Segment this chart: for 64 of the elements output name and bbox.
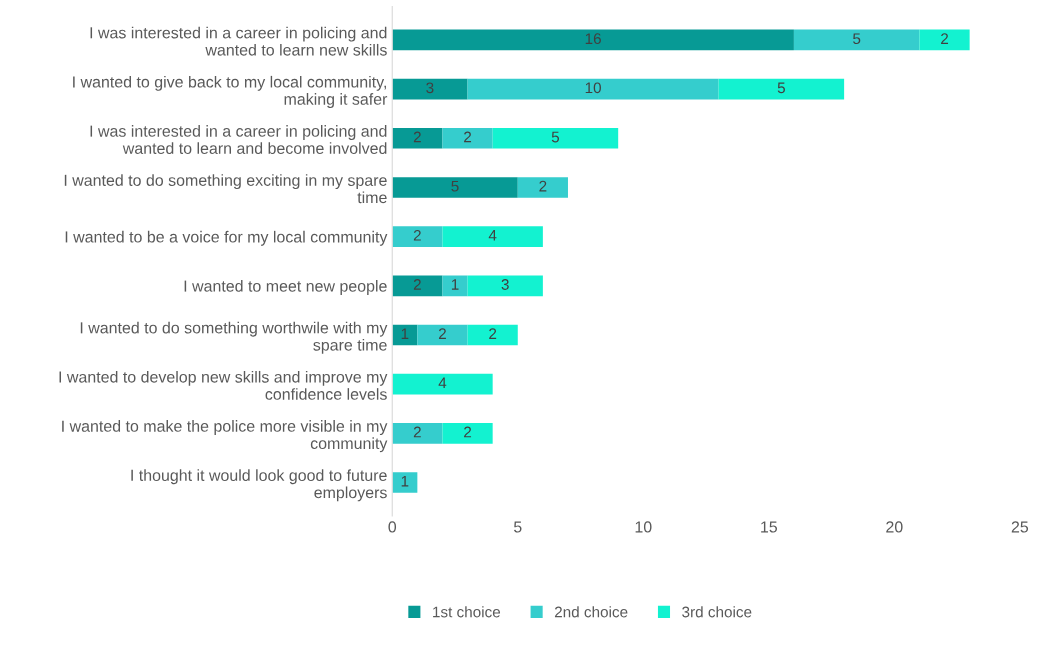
bar xyxy=(392,177,518,198)
bar xyxy=(442,127,493,149)
bar xyxy=(467,275,543,297)
data-label: 2 xyxy=(413,131,421,143)
data-label: 2 xyxy=(438,328,446,339)
bar xyxy=(793,29,920,51)
data-label: 2 xyxy=(413,279,421,290)
data-label: 10 xyxy=(585,82,601,94)
data-label: 4 xyxy=(438,377,447,389)
data-label: 2 xyxy=(464,426,472,438)
y-tick-label: I wanted to do something exciting in my spare time xyxy=(64,174,387,204)
y-tick-label: I wanted to do something worthwile with my spare time xyxy=(80,321,388,354)
y-tick-label: I wanted to meet new people xyxy=(184,280,387,295)
bar xyxy=(919,29,970,51)
data-label: 2 xyxy=(941,33,949,44)
legend-label: 2nd choice xyxy=(554,606,628,618)
bar xyxy=(467,78,719,100)
data-label: 2 xyxy=(413,229,421,241)
data-label: 1 xyxy=(401,328,409,339)
y-tick-label: I wanted to develop new skills and improve my confidence levels xyxy=(59,370,388,400)
data-label: 4 xyxy=(488,230,497,241)
y-tick-label: I wanted to make the police more visible in my community xyxy=(62,420,388,453)
x-tick-label: 25 xyxy=(1011,521,1029,533)
data-label: 5 xyxy=(853,33,861,45)
bar xyxy=(417,324,468,346)
bar xyxy=(467,324,518,346)
data-label: 16 xyxy=(585,33,601,45)
y-tick-label: I thought it would look good to future employers xyxy=(131,469,387,502)
bar xyxy=(718,78,845,100)
bar xyxy=(492,127,619,149)
data-label: 2 xyxy=(539,180,547,192)
legend-label: 1st choice xyxy=(433,606,501,618)
data-label: 2 xyxy=(413,426,421,438)
data-label: 2 xyxy=(489,328,497,339)
bar xyxy=(442,226,543,247)
bar xyxy=(392,275,443,297)
x-tick-label: 20 xyxy=(886,521,903,533)
data-label: 3 xyxy=(426,82,434,94)
bar xyxy=(442,275,468,297)
data-label: 1 xyxy=(401,475,409,487)
bar xyxy=(392,78,468,100)
bar xyxy=(517,177,568,198)
bar xyxy=(392,472,418,493)
bar xyxy=(442,423,493,444)
data-label: 1 xyxy=(451,279,459,290)
x-tick-label: 15 xyxy=(761,521,778,533)
data-label: 5 xyxy=(777,82,785,94)
y-tick-label: I wanted to be a voice for my local community xyxy=(65,230,388,246)
data-label: 2 xyxy=(464,131,472,143)
y-tick-label: I was interested in a career in policing and wanted to learn new skills xyxy=(90,26,387,56)
x-tick-label: 5 xyxy=(513,521,522,533)
bar xyxy=(392,226,443,247)
data-label: 5 xyxy=(451,180,459,192)
bar xyxy=(392,373,493,395)
bar xyxy=(392,29,794,51)
x-tick-label: 0 xyxy=(388,521,397,533)
y-tick-label: I wanted to give back to my local community, making it safer xyxy=(73,75,388,108)
bar xyxy=(392,423,443,444)
y-tick-label: I was interested in a career in policing and wanted to learn and become involved xyxy=(90,125,387,154)
data-label: 5 xyxy=(551,131,560,143)
bar xyxy=(392,127,443,149)
legend-label: 3rd choice xyxy=(682,606,752,618)
x-tick-label: 10 xyxy=(635,521,652,533)
data-label: 3 xyxy=(501,279,509,290)
